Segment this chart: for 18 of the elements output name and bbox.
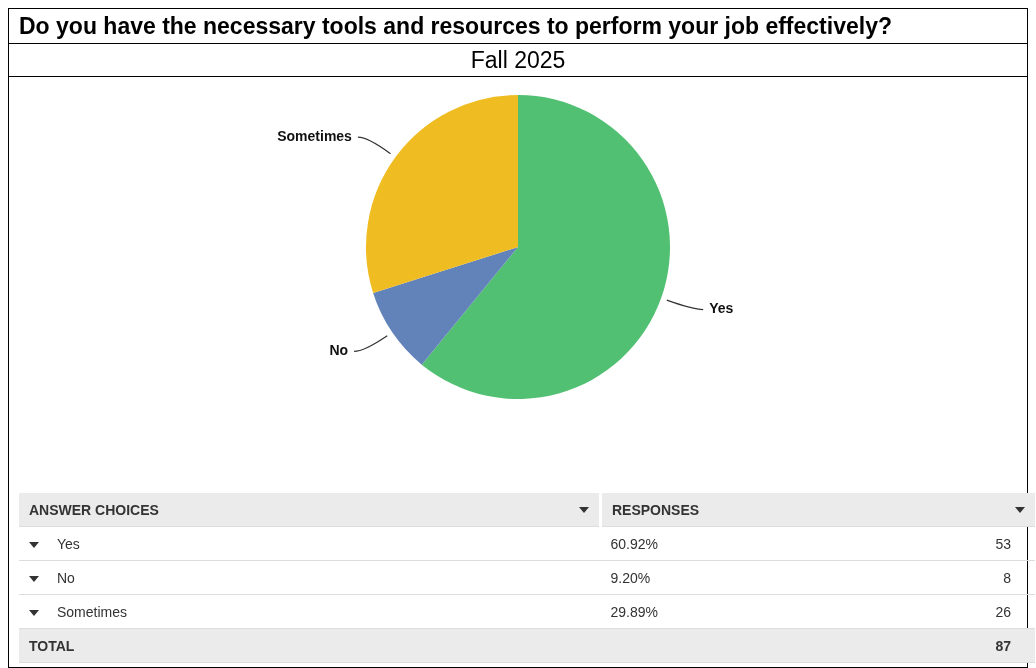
chart-subtitle: Fall 2025 bbox=[9, 44, 1027, 77]
slice-label: Sometimes bbox=[277, 128, 353, 144]
text: 60.92% bbox=[600, 526, 851, 561]
text: ANSWER CHOICES bbox=[29, 501, 159, 518]
text: 26 bbox=[850, 594, 1035, 629]
text: 53 bbox=[850, 526, 1035, 561]
category-label: Yes bbox=[57, 535, 80, 552]
category-label: No bbox=[57, 569, 75, 586]
text: TOTAL bbox=[19, 628, 851, 663]
text: 9.20% bbox=[600, 560, 851, 595]
slice-label: Yes bbox=[709, 300, 734, 317]
chart-title: Do you have the necessary tools and resources to perform your job effectively? bbox=[9, 9, 1027, 44]
text: 87 bbox=[995, 637, 1011, 654]
text: 8 bbox=[850, 560, 1035, 595]
slice-label: No bbox=[329, 342, 349, 359]
category-label: Sometimes bbox=[57, 603, 128, 620]
text: 29.89% bbox=[600, 594, 851, 629]
text: RESPONSES bbox=[612, 501, 700, 518]
